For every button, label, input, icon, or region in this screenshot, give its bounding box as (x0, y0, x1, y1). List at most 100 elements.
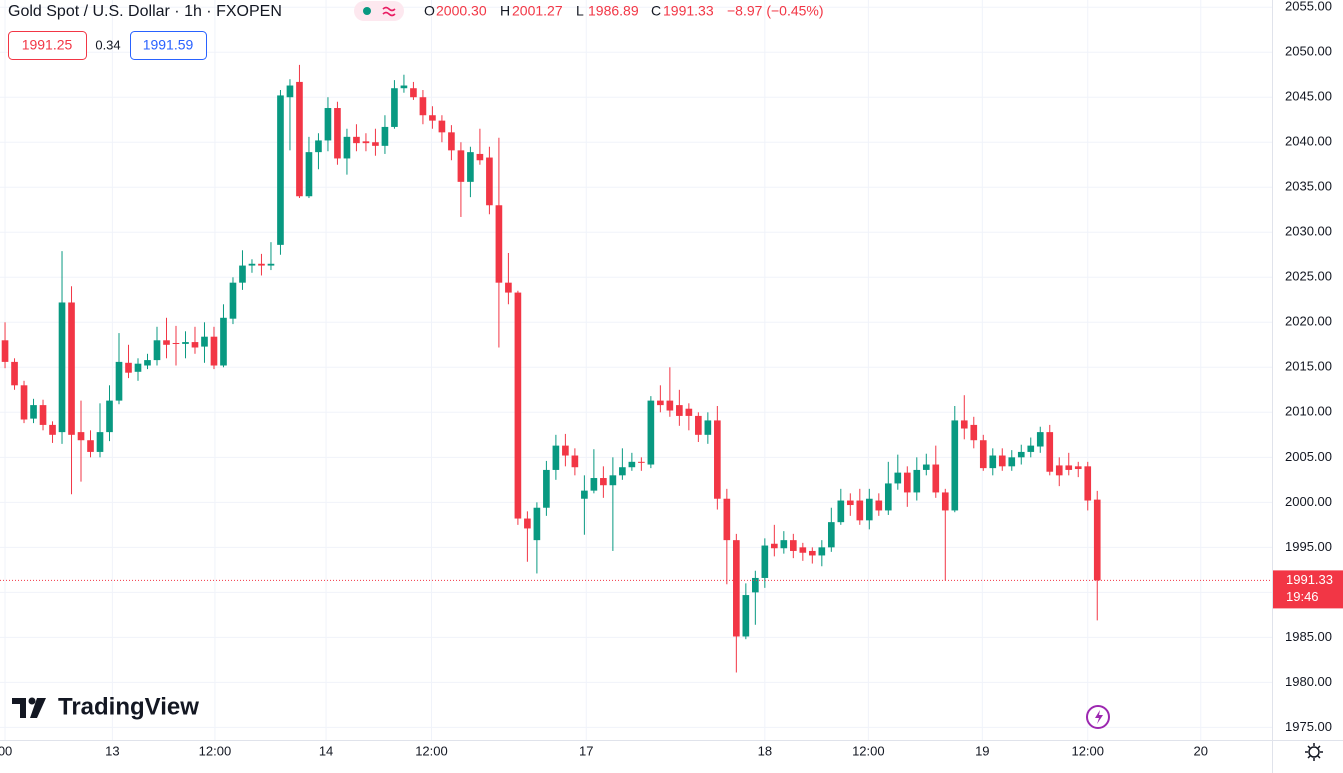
candle-body (590, 478, 598, 491)
x-tick-label: 12:00 (415, 743, 448, 758)
candle-body (837, 500, 845, 523)
ohlc-key: H (500, 3, 510, 19)
candle-body (96, 432, 104, 452)
candle-body (695, 415, 702, 435)
candle-body (827, 522, 835, 548)
candle-body (201, 336, 208, 347)
ask: 1991.59 (143, 37, 194, 53)
settings-icon[interactable] (1305, 743, 1323, 761)
candle-body (562, 445, 569, 456)
ohlc-value: 1986.89 (588, 3, 639, 19)
candle-body (125, 362, 132, 373)
x-tick-label: 14 (319, 743, 333, 758)
x-tick-label: 20 (1194, 743, 1208, 758)
candle-body (239, 265, 246, 283)
candle-body (372, 142, 379, 146)
candle-body (410, 88, 417, 98)
candle-body (448, 132, 455, 151)
candle-body (1008, 457, 1016, 467)
candle-body (628, 461, 636, 468)
status-pill[interactable] (354, 1, 404, 21)
x-tick-label: 12:00 (199, 743, 232, 758)
candle-body (400, 85, 408, 89)
candle-body (723, 498, 731, 541)
y-tick-label: 2050.00 (1285, 44, 1332, 59)
candle-body (799, 547, 807, 553)
candle-body (685, 408, 693, 416)
status-dot (363, 7, 371, 15)
candle-body (761, 545, 769, 578)
candle-body (581, 490, 588, 499)
y-tick-label: 2030.00 (1285, 224, 1332, 239)
ohlc-key: C (651, 3, 661, 19)
candle-body (619, 467, 626, 476)
candle-body (1093, 499, 1101, 581)
candle-body (134, 363, 142, 372)
ohlc-key: O (424, 3, 435, 19)
candle-body (353, 136, 360, 144)
bid-box[interactable] (8, 31, 87, 60)
brand-logo (12, 697, 46, 718)
candle-body (505, 282, 512, 293)
candle-body (1046, 432, 1054, 472)
y-tick-label: 2010.00 (1285, 404, 1332, 419)
candle-body (30, 405, 37, 419)
candle-body (87, 440, 94, 452)
change: −8.97 (−0.45%) (727, 3, 824, 19)
candle-body (277, 95, 284, 245)
candle-body (951, 420, 959, 511)
candle-body (39, 405, 47, 425)
y-tick-label: 2005.00 (1285, 449, 1332, 464)
candle-body (1074, 466, 1082, 470)
last-price-label: 1991.33 (1286, 572, 1333, 587)
status-icon (382, 6, 396, 17)
candle-body (913, 469, 921, 493)
y-tick-label: 2000.00 (1285, 494, 1332, 509)
candle-body (543, 469, 550, 508)
candle-body (429, 115, 436, 121)
candle-body (979, 440, 987, 469)
candle-body (970, 424, 978, 441)
candle-body (514, 292, 522, 519)
candle-body (163, 340, 170, 345)
y-tick-label: 1975.00 (1285, 719, 1332, 734)
candle-body (11, 361, 18, 386)
candle-body (932, 464, 940, 493)
spread: 0.34 (95, 37, 120, 52)
candle-body (666, 400, 674, 411)
candle-body (220, 317, 227, 366)
candle-body (1017, 451, 1025, 458)
candle-body (1027, 445, 1035, 452)
candle-body (438, 120, 446, 133)
x-tick-label: 19 (975, 743, 989, 758)
candle-body (875, 500, 883, 511)
candle-body (780, 540, 788, 549)
candle-body (714, 420, 721, 499)
y-tick-label: 1985.00 (1285, 629, 1332, 644)
candle-body (267, 263, 275, 266)
candle-body (381, 126, 389, 146)
candle-body (229, 282, 237, 319)
candle-body (998, 455, 1006, 467)
ask-box[interactable] (130, 31, 207, 60)
candle-body (733, 540, 740, 637)
candle-body (1065, 465, 1073, 470)
candle-body (894, 472, 902, 484)
candle-body (524, 518, 531, 529)
event-bolt (1095, 710, 1103, 724)
chart-title: Gold Spot / U.S. Dollar · 1h · FXOPEN (8, 3, 282, 20)
candle-body (1084, 466, 1092, 501)
candle-body (922, 464, 930, 470)
candle-body (600, 478, 607, 486)
brand-name: TradingView (58, 693, 199, 720)
overlay: 1991.33 19:46 (0, 570, 1343, 609)
candle-body (533, 507, 541, 541)
candle-body (315, 140, 322, 153)
candle-body (77, 432, 85, 441)
candle-body (391, 88, 398, 127)
candle-body (552, 445, 560, 470)
y-tick-label: 2015.00 (1285, 359, 1332, 374)
candle-body (334, 108, 341, 159)
candle-body (191, 342, 199, 348)
